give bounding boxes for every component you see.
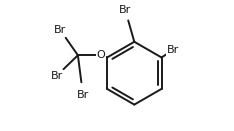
Text: Br: Br	[167, 45, 179, 55]
Text: Br: Br	[77, 90, 89, 100]
Text: Br: Br	[51, 71, 63, 81]
Text: Br: Br	[54, 25, 66, 35]
Text: O: O	[97, 50, 105, 60]
Text: Br: Br	[119, 5, 132, 15]
